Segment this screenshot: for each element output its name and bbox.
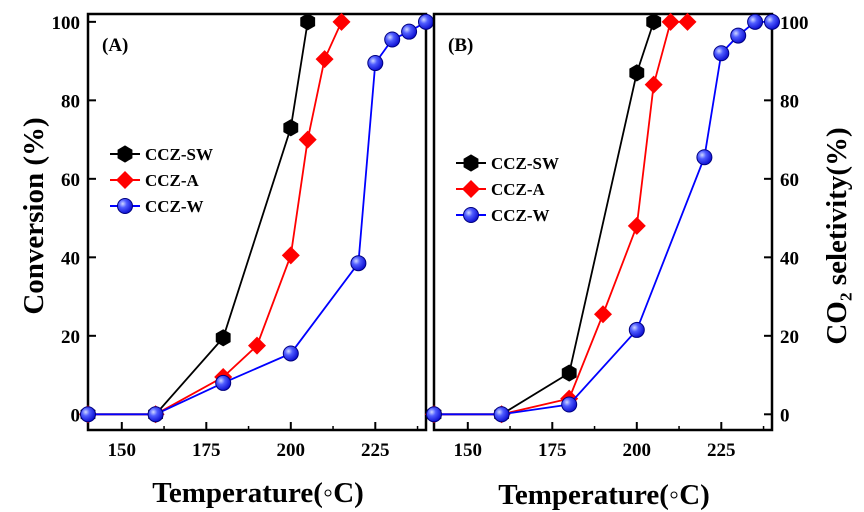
data-point-ccz-sw-b	[629, 64, 645, 82]
series-line-ccz-a-b	[434, 20, 688, 416]
data-point-ccz-w-a	[80, 406, 96, 423]
y-tick-label-a: 0	[71, 405, 81, 426]
x-tick-label-b: 150	[454, 440, 483, 461]
panel-label-b: (B)	[448, 35, 473, 56]
legend-label-ccz-w-b: CCZ-W	[491, 206, 550, 225]
x-tick-label-b: 175	[538, 440, 567, 461]
x-tick-label-a: 150	[108, 440, 137, 461]
data-point-ccz-w-b	[561, 396, 578, 413]
data-point-ccz-w-b	[426, 406, 442, 423]
legend-label-ccz-a-b: CCZ-A	[491, 180, 546, 199]
data-point-ccz-w-b	[696, 149, 713, 166]
x-axis-title-b: Temperature(◦C)	[498, 479, 710, 511]
data-point-ccz-a-b	[644, 75, 663, 94]
legend-label-ccz-a-a: CCZ-A	[145, 171, 200, 190]
legend-marker-ccz-w-a	[117, 198, 133, 214]
data-point-ccz-a-b	[627, 216, 646, 235]
data-point-ccz-sw-b	[646, 13, 662, 31]
data-point-ccz-a-a	[332, 12, 351, 31]
data-point-ccz-w-a	[350, 255, 367, 272]
legend-marker-ccz-sw-a	[117, 145, 133, 163]
y-tick-label-b: 20	[780, 327, 799, 348]
legend-label-ccz-sw-b: CCZ-SW	[491, 154, 559, 173]
panel-b: (B) 150 175 200 225 0 20 40 60 80 100 CCZ-SW CCZ-A C…	[425, 12, 853, 511]
panel-label-a: (A)	[102, 35, 128, 56]
x-tick-label-a: 175	[192, 440, 221, 461]
y-tick-label-a: 60	[61, 170, 80, 191]
y-tick-label-b: 0	[780, 405, 790, 426]
plot-frame-a	[86, 12, 428, 432]
legend-marker-ccz-w-b	[463, 207, 479, 223]
legend-marker-ccz-a-a	[116, 171, 134, 189]
series-line-ccz-w-a	[88, 21, 427, 416]
data-point-ccz-a-b	[678, 12, 697, 31]
data-point-ccz-w-a	[401, 23, 418, 40]
x-tick-label-a: 225	[361, 440, 390, 461]
data-point-ccz-w-b	[747, 13, 764, 30]
data-point-ccz-a-a	[281, 246, 300, 265]
y-tick-label-b: 60	[780, 170, 799, 191]
y-tick-label-b: 80	[780, 91, 799, 112]
data-point-ccz-sw-b	[561, 364, 577, 382]
y-tick-label-a: 40	[61, 248, 80, 269]
data-point-ccz-sw-a	[215, 329, 231, 347]
data-point-ccz-a-b	[594, 305, 612, 324]
y-tick-label-a: 20	[61, 327, 80, 348]
data-point-ccz-w-b	[493, 406, 510, 423]
data-point-ccz-sw-a	[283, 119, 299, 137]
data-point-ccz-a-a	[315, 50, 334, 69]
y-axis-title-a: Conversion (%)	[18, 117, 50, 314]
series-line-ccz-a-a	[88, 21, 343, 416]
y-tick-label-b: 100	[780, 13, 809, 34]
legend-marker-ccz-a-b	[462, 180, 480, 198]
legend-label-ccz-sw-a: CCZ-SW	[145, 145, 213, 164]
data-point-ccz-w-b	[730, 27, 747, 44]
data-point-ccz-w-b	[628, 321, 645, 338]
data-point-ccz-a-b	[661, 12, 680, 31]
data-point-ccz-w-a	[282, 345, 299, 362]
data-point-ccz-w-a	[418, 13, 434, 30]
data-point-ccz-sw-a	[300, 13, 316, 31]
y-tick-label-b: 40	[780, 248, 799, 269]
y-tick-label-a: 80	[61, 91, 80, 112]
data-point-ccz-w-b	[713, 45, 730, 62]
y-axis-title-b: CO₂ seletivity(%)	[821, 127, 853, 344]
data-point-ccz-w-a	[215, 374, 232, 391]
data-point-ccz-w-a	[367, 55, 384, 72]
x-tick-label-b: 225	[707, 440, 736, 461]
plot-frame-b	[432, 12, 774, 432]
plot-area-a: 150 175 200 225 0 20 40 60 80 100 CCZ-SW CCZ-A CCZ-W	[52, 12, 434, 461]
data-point-ccz-a-a	[248, 336, 266, 355]
x-tick-label-a: 200	[277, 440, 306, 461]
data-point-ccz-w-a	[147, 406, 164, 423]
legend-marker-ccz-sw-b	[463, 154, 479, 172]
series-line-ccz-w-b	[434, 20, 772, 416]
x-axis-title-a: Temperature(◦C)	[152, 477, 364, 509]
series-line-ccz-sw-a	[88, 21, 309, 416]
plot-area-b: 150 175 200 225 0 20 40 60 80 100 CCZ-SW CCZ-A CCZ-W	[425, 12, 809, 461]
data-point-ccz-w-a	[384, 31, 401, 48]
panel-a: Conversion (%) (A) 150 175 200 225 0 20 40 60 80…	[18, 12, 434, 509]
data-point-ccz-w-b	[764, 13, 780, 30]
data-point-ccz-a-a	[298, 130, 317, 149]
x-tick-label-b: 200	[623, 440, 652, 461]
legend-label-ccz-w-a: CCZ-W	[145, 197, 204, 216]
y-tick-label-a: 100	[52, 13, 81, 34]
